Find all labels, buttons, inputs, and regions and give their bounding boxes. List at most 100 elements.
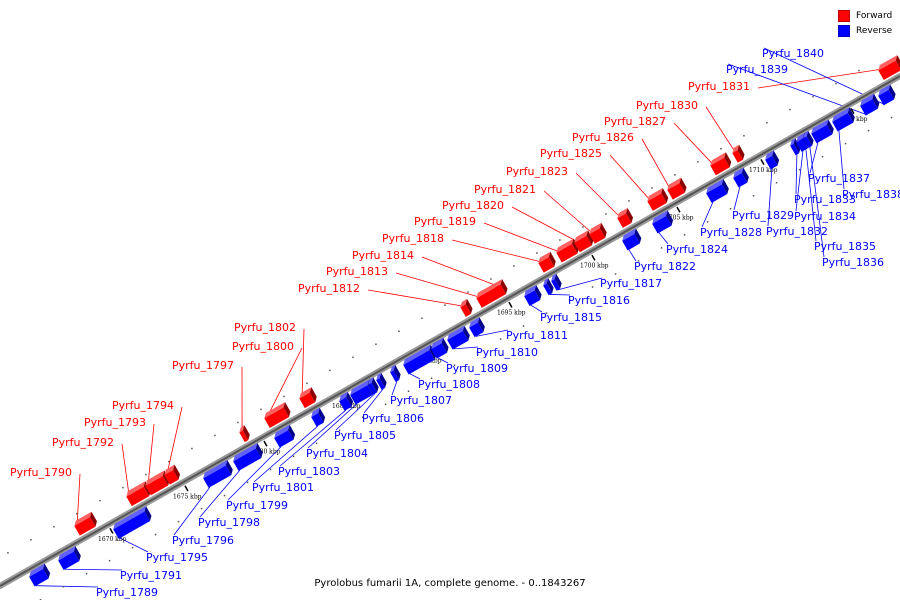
gene-label-reverse: Pyrfu_1810 (476, 346, 538, 359)
dot (407, 390, 410, 392)
leader-line (121, 443, 130, 496)
dot (62, 585, 65, 588)
leader-line (409, 373, 421, 380)
tick-mark (508, 301, 513, 308)
reverse-gene (233, 443, 263, 471)
gene-label-reverse: Pyrfu_1815 (540, 311, 602, 324)
dot (375, 343, 377, 346)
leader-line (64, 568, 123, 571)
forward-gene (495, 279, 508, 298)
forward-gene (74, 511, 97, 536)
gene-label-forward: Pyrfu_1820 (442, 199, 504, 212)
genome-caption: Pyrolobus fumarii 1A, complete genome. -… (314, 578, 586, 589)
leader-line (767, 168, 773, 227)
reverse-gene (431, 337, 449, 359)
dot (384, 403, 387, 406)
leader-line (199, 469, 241, 518)
forward-gene (667, 177, 687, 200)
dot (7, 552, 9, 554)
dot (766, 121, 768, 124)
leader-line (701, 201, 714, 228)
dot (628, 200, 630, 202)
leader-line (641, 138, 671, 189)
gene-label-reverse: Pyrfu_1795 (146, 551, 208, 564)
dot (430, 377, 433, 379)
gene-label-reverse: Pyrfu_1835 (814, 240, 876, 253)
dot (651, 187, 653, 189)
dot (444, 304, 446, 306)
dot (154, 533, 157, 536)
leader-line (575, 172, 621, 218)
dot (858, 69, 860, 72)
gene-label-reverse: Pyrfu_1789 (96, 586, 158, 599)
dot (223, 494, 226, 497)
reverse-gene (860, 93, 880, 116)
gene-label-forward: Pyrfu_1790 (10, 466, 72, 479)
gene-label-reverse: Pyrfu_1805 (334, 429, 396, 442)
forward-gene (460, 298, 473, 317)
gene-label-reverse: Pyrfu_1796 (172, 534, 234, 547)
reverse-swatch (838, 24, 850, 37)
leader-lines (35, 47, 886, 588)
dot (835, 82, 837, 85)
reverse-gene (803, 130, 814, 148)
dot (605, 213, 607, 215)
dot (775, 181, 778, 184)
dot (191, 447, 193, 450)
dot (513, 265, 515, 267)
reverse-gene (469, 317, 485, 338)
reverse-gene (551, 273, 562, 291)
gene-label-reverse: Pyrfu_1817 (600, 277, 662, 290)
gene-label-reverse: Pyrfu_1828 (700, 226, 762, 239)
dot (99, 499, 101, 502)
gene-label-reverse: Pyrfu_1837 (808, 172, 870, 185)
gene-label-forward: Pyrfu_1826 (572, 131, 634, 144)
leader-line (733, 186, 741, 211)
reverse-gene (274, 424, 296, 448)
leader-line (166, 406, 183, 474)
tick-label: 1695 kbp (497, 310, 526, 317)
dot (706, 221, 709, 223)
dot (76, 512, 78, 515)
reverse-gene (368, 377, 379, 395)
gene-label-reverse: Pyrfu_1834 (794, 210, 856, 223)
leader-line (511, 206, 578, 242)
reverse-gene (543, 278, 554, 296)
reverse-gene (403, 344, 437, 375)
leader-line (543, 190, 593, 234)
dot (812, 95, 814, 98)
forward-gene (589, 222, 607, 244)
forward-gene (164, 464, 180, 485)
gene-labels: Pyrfu_1790 Pyrfu_1792 Pyrfu_1793 Pyrfu_1794… (10, 47, 900, 599)
dot (720, 148, 722, 150)
gene-label-reverse: Pyrfu_1824 (666, 243, 728, 256)
dot (122, 486, 124, 489)
dot (329, 369, 331, 372)
leader-line (530, 304, 543, 313)
gene-label-reverse: Pyrfu_1811 (506, 329, 568, 342)
reverse-gene (524, 285, 542, 306)
dot (697, 161, 699, 163)
dot (292, 455, 295, 458)
leader-line (147, 423, 155, 485)
reverse-gene (811, 119, 834, 144)
dot (421, 317, 423, 319)
gene-label-forward: Pyrfu_1812 (298, 282, 360, 295)
leader-line (673, 122, 714, 165)
dot (237, 421, 239, 424)
gene-label-forward: Pyrfu_1830 (636, 99, 698, 112)
gene-label-forward: Pyrfu_1831 (688, 80, 750, 93)
reverse-gene (447, 325, 470, 350)
reverse-gene (622, 228, 642, 251)
dot (660, 247, 663, 249)
dot (398, 330, 400, 332)
gene-label-reverse: Pyrfu_1804 (306, 447, 368, 460)
gene-label-forward: Pyrfu_1823 (506, 165, 568, 178)
dot (499, 338, 502, 340)
dot (30, 539, 32, 541)
leader-line (119, 537, 149, 553)
dot (361, 416, 364, 419)
dot (352, 356, 354, 359)
reverse-gene (832, 107, 855, 132)
